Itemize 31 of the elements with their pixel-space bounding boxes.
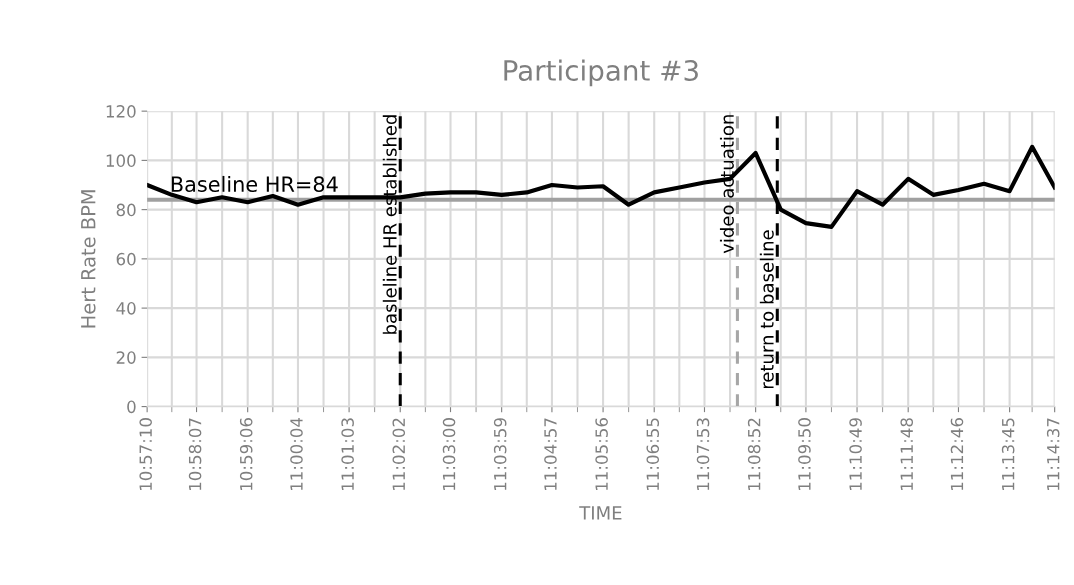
chart-title: Participant #3	[504, 59, 698, 87]
y-tick-label: 100	[106, 154, 136, 167]
x-tick-label: 11:05:56	[595, 418, 608, 491]
x-tick-label: 11:08:52	[747, 418, 761, 491]
x-tick-label: 11:13:45	[1001, 418, 1015, 491]
ref-line-label: Baseline HR=84	[171, 175, 338, 193]
x-tick-label: 11:12:46	[950, 418, 964, 491]
x-tick-label: 11:03:00	[442, 418, 456, 491]
y-tick-label: 60	[116, 252, 136, 266]
y-tick-label: 0	[127, 400, 136, 414]
y-axis-title: Hert Rate BPM	[81, 190, 96, 328]
x-axis-title: TIME	[579, 506, 622, 520]
x-tick-label: 11:14:37	[1046, 418, 1060, 491]
x-tick-label: 11:04:57	[544, 418, 557, 491]
x-tick-label: 10:59:06	[239, 418, 253, 491]
x-tick-label: 11:07:53	[696, 418, 710, 491]
x-tick-label: 11:03:59	[493, 418, 507, 491]
x-tick-label: 11:00:04	[290, 417, 303, 491]
x-tick-label: 11:10:49	[849, 418, 862, 491]
y-tick-label: 20	[116, 351, 136, 364]
y-tick-label: 40	[116, 302, 136, 315]
x-tick-label: 10:58:07	[188, 418, 202, 491]
x-tick-label: 10:57:10	[139, 418, 152, 491]
x-tick-label: 11:01:03	[341, 418, 354, 491]
x-tick-label: 11:02:02	[392, 418, 406, 491]
x-tick-label: 11:09:50	[798, 418, 811, 491]
y-tick-label: 80	[116, 203, 136, 217]
x-tick-label: 11:11:48	[900, 418, 914, 491]
ref-line-label: return to baseline	[759, 230, 774, 389]
x-tick-label: 11:06:55	[646, 418, 660, 491]
y-tick-label: 120	[106, 105, 136, 118]
